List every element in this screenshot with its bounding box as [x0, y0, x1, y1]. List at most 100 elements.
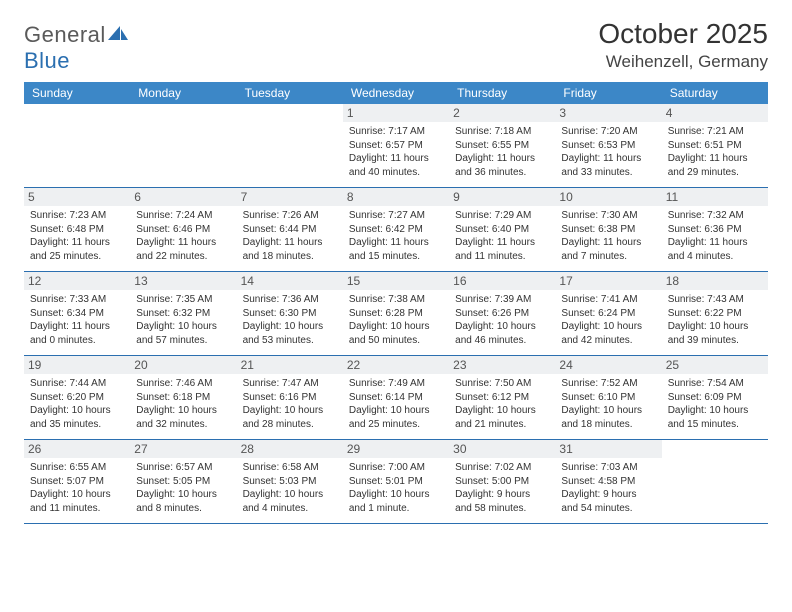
day-cell: 28 Sunrise: 6:58 AMSunset: 5:03 PMDayligh… [237, 440, 343, 523]
day-cell: 26 Sunrise: 6:55 AMSunset: 5:07 PMDayligh… [24, 440, 130, 523]
day-detail: Sunrise: 7:26 AMSunset: 6:44 PMDaylight:… [243, 209, 337, 263]
week-row: 12 Sunrise: 7:33 AMSunset: 6:34 PMDayligh… [24, 272, 768, 356]
day-number: 7 [237, 188, 343, 206]
weekday-label: Thursday [449, 82, 555, 104]
day-detail: Sunrise: 7:47 AMSunset: 6:16 PMDaylight:… [243, 377, 337, 431]
day-detail: Sunrise: 7:00 AMSunset: 5:01 PMDaylight:… [349, 461, 443, 515]
day-detail: Sunrise: 7:27 AMSunset: 6:42 PMDaylight:… [349, 209, 443, 263]
day-number: 16 [449, 272, 555, 290]
day-detail: Sunrise: 6:58 AMSunset: 5:03 PMDaylight:… [243, 461, 337, 515]
day-detail: Sunrise: 7:38 AMSunset: 6:28 PMDaylight:… [349, 293, 443, 347]
day-number: 8 [343, 188, 449, 206]
day-number: 4 [662, 104, 768, 122]
day-number: 21 [237, 356, 343, 374]
day-cell: 9 Sunrise: 7:29 AMSunset: 6:40 PMDaylight… [449, 188, 555, 271]
week-row: 5Sunrise: 7:23 AMSunset: 6:48 PMDaylight… [24, 188, 768, 272]
brand-word2: Blue [24, 48, 70, 73]
day-number: 12 [24, 272, 130, 290]
day-cell: 4Sunrise: 7:21 AMSunset: 6:51 PMDaylight… [662, 104, 768, 187]
day-detail: Sunrise: 7:49 AMSunset: 6:14 PMDaylight:… [349, 377, 443, 431]
day-number: 17 [555, 272, 661, 290]
day-number: 25 [662, 356, 768, 374]
day-detail: Sunrise: 7:52 AMSunset: 6:10 PMDaylight:… [561, 377, 655, 431]
title-block: October 2025 Weihenzell, Germany [598, 18, 768, 72]
brand-word1: General [24, 22, 106, 47]
day-cell [24, 104, 130, 187]
day-detail: Sunrise: 6:57 AMSunset: 5:05 PMDaylight:… [136, 461, 230, 515]
day-detail: Sunrise: 7:35 AMSunset: 6:32 PMDaylight:… [136, 293, 230, 347]
week-row: 19 Sunrise: 7:44 AMSunset: 6:20 PMDayligh… [24, 356, 768, 440]
day-number: 19 [24, 356, 130, 374]
day-detail: Sunrise: 7:44 AMSunset: 6:20 PMDaylight:… [30, 377, 124, 431]
day-cell: 31 Sunrise: 7:03 AMSunset: 4:58 PMDayligh… [555, 440, 661, 523]
calendar: Sunday Monday Tuesday Wednesday Thursday… [24, 82, 768, 524]
day-cell: 23Sunrise: 7:50 AMSunset: 6:12 PMDayligh… [449, 356, 555, 439]
brand-text: GeneralBlue [24, 22, 128, 74]
location: Weihenzell, Germany [598, 52, 768, 72]
day-cell: 27 Sunrise: 6:57 AMSunset: 5:05 PMDayligh… [130, 440, 236, 523]
day-number: 9 [449, 188, 555, 206]
day-number: 3 [555, 104, 661, 122]
day-detail: Sunrise: 7:03 AMSunset: 4:58 PMDaylight:… [561, 461, 655, 515]
day-detail: Sunrise: 7:24 AMSunset: 6:46 PMDaylight:… [136, 209, 230, 263]
day-detail: Sunrise: 7:29 AMSunset: 6:40 PMDaylight:… [455, 209, 549, 263]
day-number: 22 [343, 356, 449, 374]
day-number: 15 [343, 272, 449, 290]
day-cell: 30Sunrise: 7:02 AMSunset: 5:00 PMDayligh… [449, 440, 555, 523]
day-detail: Sunrise: 7:41 AMSunset: 6:24 PMDaylight:… [561, 293, 655, 347]
day-number: 13 [130, 272, 236, 290]
day-cell: 16 Sunrise: 7:39 AMSunset: 6:26 PMDayligh… [449, 272, 555, 355]
day-cell: 13 Sunrise: 7:35 AMSunset: 6:32 PMDayligh… [130, 272, 236, 355]
day-detail: Sunrise: 7:46 AMSunset: 6:18 PMDaylight:… [136, 377, 230, 431]
day-cell: 5Sunrise: 7:23 AMSunset: 6:48 PMDaylight… [24, 188, 130, 271]
brand-sail-icon [108, 22, 128, 48]
day-cell: 2Sunrise: 7:18 AMSunset: 6:55 PMDaylight… [449, 104, 555, 187]
day-number: 29 [343, 440, 449, 458]
month-title: October 2025 [598, 18, 768, 50]
weekday-label: Wednesday [343, 82, 449, 104]
day-cell: 15 Sunrise: 7:38 AMSunset: 6:28 PMDayligh… [343, 272, 449, 355]
day-detail: Sunrise: 7:20 AMSunset: 6:53 PMDaylight:… [561, 125, 655, 179]
day-number: 14 [237, 272, 343, 290]
day-cell: 7 Sunrise: 7:26 AMSunset: 6:44 PMDaylight… [237, 188, 343, 271]
day-cell: 19 Sunrise: 7:44 AMSunset: 6:20 PMDayligh… [24, 356, 130, 439]
day-number: 10 [555, 188, 661, 206]
day-cell: 25 Sunrise: 7:54 AMSunset: 6:09 PMDayligh… [662, 356, 768, 439]
day-detail: Sunrise: 7:54 AMSunset: 6:09 PMDaylight:… [668, 377, 762, 431]
header: GeneralBlue October 2025 Weihenzell, Ger… [24, 18, 768, 74]
day-cell: 24 Sunrise: 7:52 AMSunset: 6:10 PMDayligh… [555, 356, 661, 439]
day-detail: Sunrise: 6:55 AMSunset: 5:07 PMDaylight:… [30, 461, 124, 515]
day-cell: 12 Sunrise: 7:33 AMSunset: 6:34 PMDayligh… [24, 272, 130, 355]
day-number: 28 [237, 440, 343, 458]
weekday-label: Sunday [24, 82, 130, 104]
week-row: 26 Sunrise: 6:55 AMSunset: 5:07 PMDayligh… [24, 440, 768, 524]
day-cell: 1Sunrise: 7:17 AMSunset: 6:57 PMDaylight… [343, 104, 449, 187]
day-number: 24 [555, 356, 661, 374]
day-number: 2 [449, 104, 555, 122]
day-detail: Sunrise: 7:50 AMSunset: 6:12 PMDaylight:… [455, 377, 549, 431]
day-detail: Sunrise: 7:39 AMSunset: 6:26 PMDaylight:… [455, 293, 549, 347]
day-cell: 14 Sunrise: 7:36 AMSunset: 6:30 PMDayligh… [237, 272, 343, 355]
day-cell: 3 Sunrise: 7:20 AMSunset: 6:53 PMDaylight… [555, 104, 661, 187]
day-number: 31 [555, 440, 661, 458]
day-cell [237, 104, 343, 187]
day-cell [130, 104, 236, 187]
day-number: 20 [130, 356, 236, 374]
day-cell: 20 Sunrise: 7:46 AMSunset: 6:18 PMDayligh… [130, 356, 236, 439]
brand-logo: GeneralBlue [24, 18, 128, 74]
day-number: 27 [130, 440, 236, 458]
day-detail: Sunrise: 7:36 AMSunset: 6:30 PMDaylight:… [243, 293, 337, 347]
day-number: 1 [343, 104, 449, 122]
weekday-label: Monday [130, 82, 236, 104]
day-detail: Sunrise: 7:23 AMSunset: 6:48 PMDaylight:… [30, 209, 124, 263]
weekday-header: Sunday Monday Tuesday Wednesday Thursday… [24, 82, 768, 104]
day-detail: Sunrise: 7:33 AMSunset: 6:34 PMDaylight:… [30, 293, 124, 347]
day-cell: 10Sunrise: 7:30 AMSunset: 6:38 PMDayligh… [555, 188, 661, 271]
day-number: 26 [24, 440, 130, 458]
day-cell [662, 440, 768, 523]
day-cell: 6 Sunrise: 7:24 AMSunset: 6:46 PMDaylight… [130, 188, 236, 271]
day-number: 11 [662, 188, 768, 206]
day-number: 6 [130, 188, 236, 206]
day-detail: Sunrise: 7:43 AMSunset: 6:22 PMDaylight:… [668, 293, 762, 347]
weekday-label: Tuesday [237, 82, 343, 104]
